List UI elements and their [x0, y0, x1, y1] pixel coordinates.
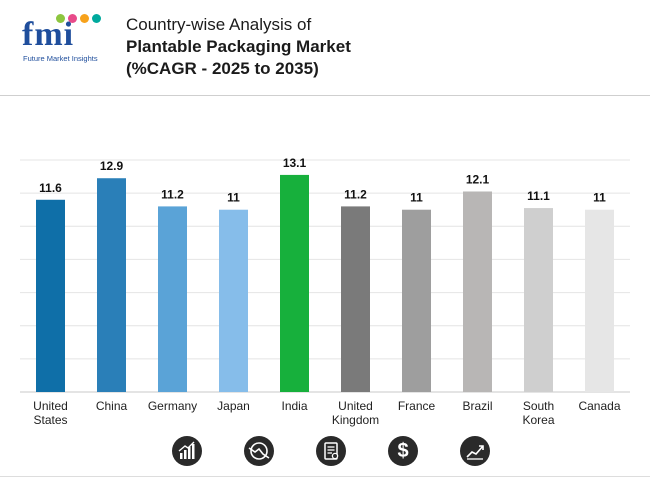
value-label: 11.2: [161, 187, 184, 201]
value-labels: 11.6 12.9 11.2 11 13.1 11.2 11 12.1 11.1 11: [39, 156, 606, 205]
x-tick-label: France: [398, 399, 436, 413]
value-label: 11: [410, 191, 423, 205]
x-tick-label: India: [281, 399, 307, 413]
bars: [36, 174, 614, 392]
value-label: 11: [593, 191, 606, 205]
x-tick-label: Canada: [578, 399, 620, 413]
bar: [219, 209, 248, 392]
bar: [585, 209, 614, 392]
value-label: 11.2: [344, 187, 367, 201]
x-tick-label: Kingdom: [332, 413, 379, 427]
bar: [97, 178, 126, 392]
bar: [524, 208, 553, 392]
trend-circle-icon: [244, 436, 274, 466]
footer-divider: [0, 476, 650, 477]
value-label: 11.6: [39, 181, 62, 195]
bar: [158, 206, 187, 392]
dollar-icon: $: [388, 436, 418, 466]
logo-dot: [56, 14, 65, 23]
bar: [463, 191, 492, 392]
bar-chart-icon: [172, 436, 202, 466]
document-icon: [316, 436, 346, 466]
footer-icons: $: [0, 432, 650, 472]
bar-chart: 11.6 12.9 11.2 11 13.1 11.2 11 12.1 11.1 11 Unite…: [20, 156, 630, 427]
x-tick-label: South: [523, 399, 554, 413]
logo-dot: [80, 14, 89, 23]
value-label: 13.1: [283, 156, 307, 170]
x-tick-label: Japan: [217, 399, 250, 413]
growth-chart-icon: [460, 436, 490, 466]
x-tick-label: Brazil: [462, 399, 492, 413]
bar: [402, 209, 431, 392]
logo-dot: [68, 14, 77, 23]
logo-subtitle: Future Market Insights: [23, 54, 98, 63]
header-divider: [0, 95, 650, 96]
value-label: 11: [227, 191, 240, 205]
title-line-3: (%CAGR - 2025 to 2035): [126, 59, 319, 78]
x-tick-label: States: [33, 413, 67, 427]
x-tick-label: United: [33, 399, 68, 413]
logo-dot: [92, 14, 101, 23]
page-title: Country-wise Analysis of Plantable Packa…: [126, 14, 351, 80]
x-tick-label: Germany: [148, 399, 197, 413]
value-label: 12.9: [100, 159, 124, 173]
x-tick-label: China: [96, 399, 128, 413]
header: fmi Future Market Insights Country-wise …: [0, 0, 650, 95]
title-line-1: Country-wise Analysis of: [126, 15, 312, 34]
logo-text: fmi: [22, 16, 75, 53]
x-tick-label: United: [338, 399, 373, 413]
title-line-2: Plantable Packaging Market: [126, 37, 351, 56]
value-label: 11.1: [527, 189, 550, 203]
bar: [36, 199, 65, 392]
bar: [280, 174, 309, 392]
value-label: 12.1: [466, 172, 490, 186]
x-tick-label: Korea: [522, 413, 554, 427]
bar: [341, 206, 370, 392]
fmi-logo: fmi Future Market Insights: [22, 14, 108, 64]
